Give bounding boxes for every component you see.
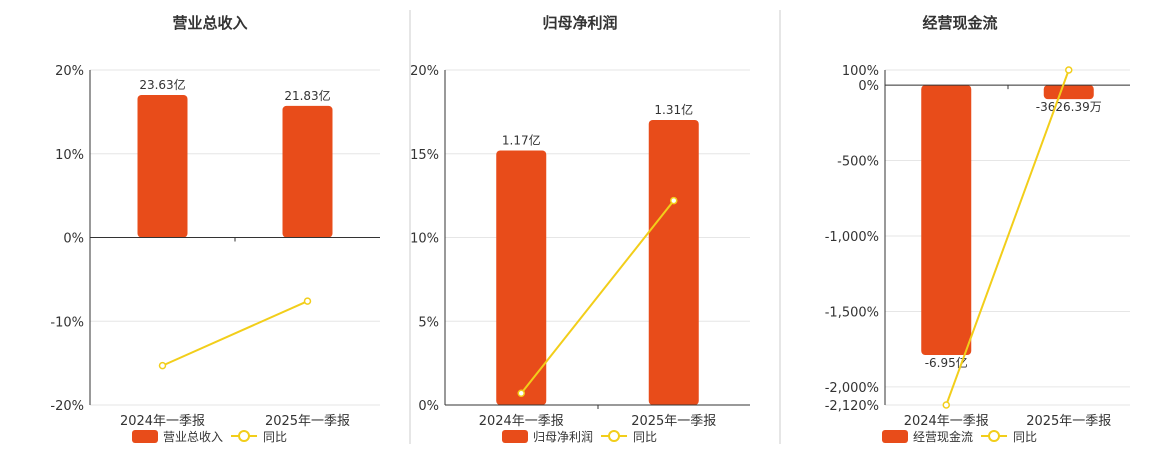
bar-data-label: 21.83亿 (284, 88, 330, 103)
y-tick-label: -2,000% (825, 381, 879, 396)
y-tick-label: 15% (410, 148, 439, 163)
yoy-point (670, 196, 678, 205)
chart-title: 营业总收入 (172, 14, 247, 32)
bar (282, 105, 333, 238)
y-tick-label: 100% (842, 64, 879, 79)
y-tick-label: 0% (858, 79, 879, 94)
yoy-line (162, 300, 308, 367)
x-tick-label: 2025年一季报 (1026, 414, 1111, 429)
x-tick-label: 2024年一季报 (479, 414, 564, 429)
bar (921, 85, 972, 355)
x-tick-label: 2025年一季报 (631, 414, 716, 429)
bar (648, 120, 699, 405)
yoy-point (942, 401, 950, 409)
y-tick-label: -2,120% (825, 399, 879, 414)
yoy-point (303, 297, 312, 305)
x-tick-label: 2024年一季报 (904, 414, 989, 429)
y-tick-label: 10% (410, 232, 439, 247)
bar (496, 150, 547, 405)
legend-line-marker[interactable] (988, 430, 1001, 442)
bar (1043, 85, 1094, 100)
bar-data-label: -3626.39万 (1036, 100, 1102, 114)
y-tick-label: 5% (418, 315, 439, 330)
y-tick-label: -1,000% (825, 230, 879, 245)
bar (137, 95, 188, 238)
legend-label-line[interactable]: 同比 (633, 430, 657, 444)
yoy-point (517, 389, 525, 398)
legend-bar-swatch[interactable] (502, 430, 528, 443)
y-tick-label: -500% (837, 155, 879, 170)
bar-data-label: 23.63亿 (139, 77, 185, 92)
y-tick-label: -10% (50, 315, 84, 330)
x-tick-label: 2024年一季报 (120, 414, 205, 429)
bar-data-label: -6.95亿 (925, 355, 968, 370)
chart-title: 经营现金流 (922, 14, 997, 32)
y-tick-label: 10% (55, 148, 84, 163)
yoy-point (1065, 66, 1073, 74)
y-tick-label: 20% (410, 64, 439, 79)
x-tick-label: 2025年一季报 (265, 414, 350, 429)
yoy-point (158, 361, 167, 370)
y-tick-label: 0% (418, 399, 439, 414)
yoy-line (945, 69, 1070, 406)
legend-bar-swatch[interactable] (882, 430, 908, 443)
bar-data-label: 1.17亿 (502, 132, 541, 147)
legend-line-marker[interactable] (608, 430, 621, 442)
y-tick-label: 20% (55, 64, 84, 79)
y-tick-label: 0% (63, 232, 84, 247)
legend-label-line[interactable]: 同比 (263, 430, 287, 444)
legend-label-bar[interactable]: 营业总收入 (163, 430, 223, 444)
bar-data-label: 1.31亿 (654, 102, 693, 117)
legend-label-bar[interactable]: 归母净利润 (533, 430, 593, 444)
yoy-line (520, 200, 675, 394)
legend-label-bar[interactable]: 经营现金流 (913, 429, 973, 444)
chart-title: 归母净利润 (542, 14, 617, 32)
legend-bar-swatch[interactable] (132, 430, 158, 443)
legend-label-line[interactable]: 同比 (1013, 430, 1037, 444)
y-tick-label: -20% (50, 399, 84, 414)
legend-line-marker[interactable] (238, 430, 251, 442)
y-tick-label: -1,500% (825, 305, 879, 320)
